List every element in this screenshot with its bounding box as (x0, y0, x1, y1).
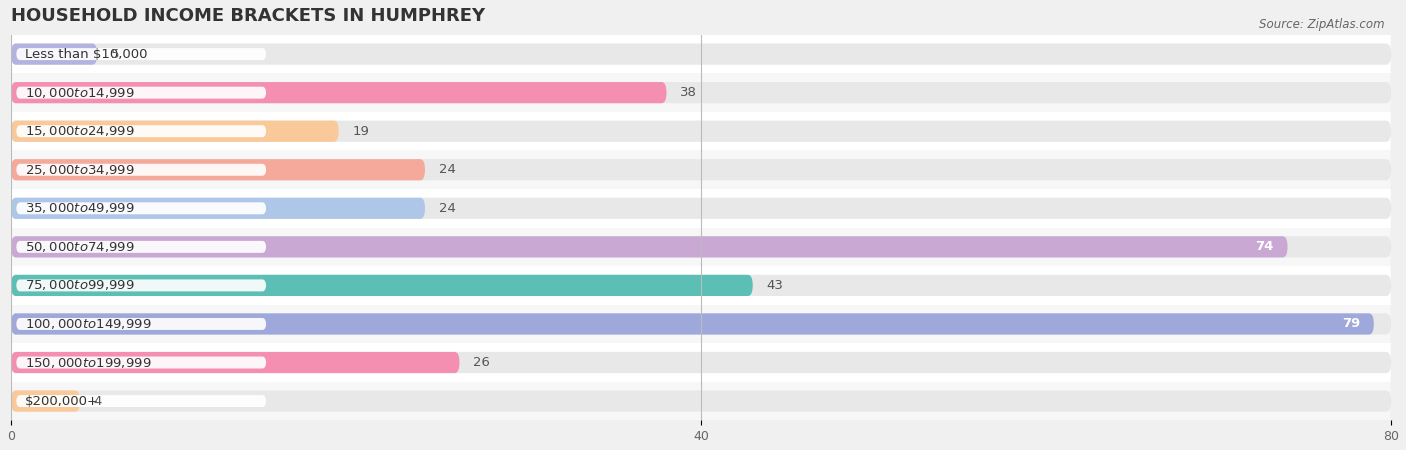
Text: $15,000 to $24,999: $15,000 to $24,999 (25, 124, 135, 138)
Text: 24: 24 (439, 202, 456, 215)
FancyBboxPatch shape (11, 275, 1391, 296)
Bar (11, 73, 1391, 112)
FancyBboxPatch shape (11, 236, 1288, 257)
FancyBboxPatch shape (15, 395, 266, 407)
Bar (11, 228, 1391, 266)
FancyBboxPatch shape (11, 352, 460, 373)
FancyBboxPatch shape (11, 391, 80, 412)
FancyBboxPatch shape (15, 164, 266, 176)
FancyBboxPatch shape (11, 198, 425, 219)
Text: 79: 79 (1341, 317, 1360, 330)
Text: $100,000 to $149,999: $100,000 to $149,999 (25, 317, 152, 331)
Text: Source: ZipAtlas.com: Source: ZipAtlas.com (1260, 18, 1385, 31)
FancyBboxPatch shape (11, 121, 339, 142)
Text: 38: 38 (681, 86, 697, 99)
Text: $25,000 to $34,999: $25,000 to $34,999 (25, 163, 135, 177)
Bar (11, 150, 1391, 189)
Text: Less than $10,000: Less than $10,000 (25, 48, 148, 61)
Bar (11, 35, 1391, 73)
FancyBboxPatch shape (15, 48, 266, 60)
Text: 4: 4 (94, 395, 103, 408)
Bar (11, 112, 1391, 150)
Bar (11, 189, 1391, 228)
Bar (11, 305, 1391, 343)
FancyBboxPatch shape (15, 125, 266, 137)
FancyBboxPatch shape (11, 391, 1391, 412)
FancyBboxPatch shape (15, 87, 266, 99)
FancyBboxPatch shape (11, 159, 425, 180)
FancyBboxPatch shape (15, 356, 266, 369)
Text: $35,000 to $49,999: $35,000 to $49,999 (25, 201, 135, 215)
Text: 19: 19 (353, 125, 370, 138)
FancyBboxPatch shape (11, 236, 1391, 257)
FancyBboxPatch shape (11, 159, 1391, 180)
Text: $10,000 to $14,999: $10,000 to $14,999 (25, 86, 135, 99)
FancyBboxPatch shape (11, 121, 1391, 142)
FancyBboxPatch shape (11, 44, 97, 65)
FancyBboxPatch shape (15, 202, 266, 214)
Text: 5: 5 (111, 48, 120, 61)
Text: $50,000 to $74,999: $50,000 to $74,999 (25, 240, 135, 254)
FancyBboxPatch shape (15, 318, 266, 330)
FancyBboxPatch shape (11, 82, 1391, 103)
Text: 24: 24 (439, 163, 456, 176)
Bar (11, 382, 1391, 420)
Text: 43: 43 (766, 279, 783, 292)
FancyBboxPatch shape (11, 352, 1391, 373)
FancyBboxPatch shape (15, 279, 266, 292)
FancyBboxPatch shape (11, 44, 1391, 65)
FancyBboxPatch shape (15, 241, 266, 253)
FancyBboxPatch shape (11, 313, 1374, 334)
Text: 74: 74 (1256, 240, 1274, 253)
Text: $75,000 to $99,999: $75,000 to $99,999 (25, 279, 135, 292)
Text: $200,000+: $200,000+ (25, 395, 98, 408)
Text: HOUSEHOLD INCOME BRACKETS IN HUMPHREY: HOUSEHOLD INCOME BRACKETS IN HUMPHREY (11, 7, 485, 25)
Text: $150,000 to $199,999: $150,000 to $199,999 (25, 356, 152, 369)
FancyBboxPatch shape (11, 198, 1391, 219)
Bar (11, 266, 1391, 305)
Text: 26: 26 (474, 356, 491, 369)
Bar (11, 343, 1391, 382)
FancyBboxPatch shape (11, 313, 1391, 334)
FancyBboxPatch shape (11, 82, 666, 103)
FancyBboxPatch shape (11, 275, 752, 296)
